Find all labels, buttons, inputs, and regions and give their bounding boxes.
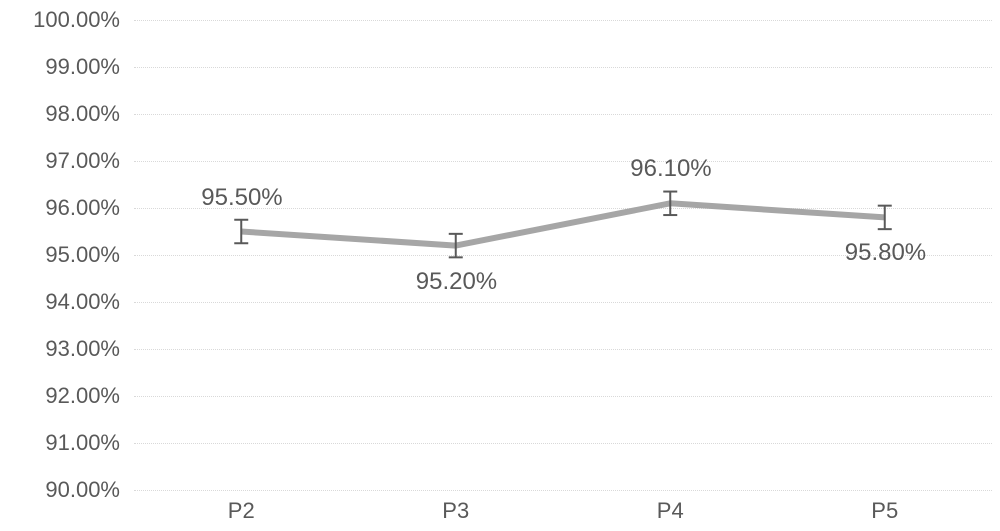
data-label: 95.50% xyxy=(201,184,282,212)
x-tick-label: P4 xyxy=(657,498,684,524)
line-chart: 90.00%91.00%92.00%93.00%94.00%95.00%96.0… xyxy=(0,0,1000,531)
series-line xyxy=(241,203,885,245)
data-label: 95.80% xyxy=(845,239,926,267)
x-tick-label: P2 xyxy=(228,498,255,524)
x-tick-label: P3 xyxy=(442,498,469,524)
x-tick-label: P5 xyxy=(871,498,898,524)
data-label: 95.20% xyxy=(416,268,497,296)
data-label: 96.10% xyxy=(630,155,711,183)
